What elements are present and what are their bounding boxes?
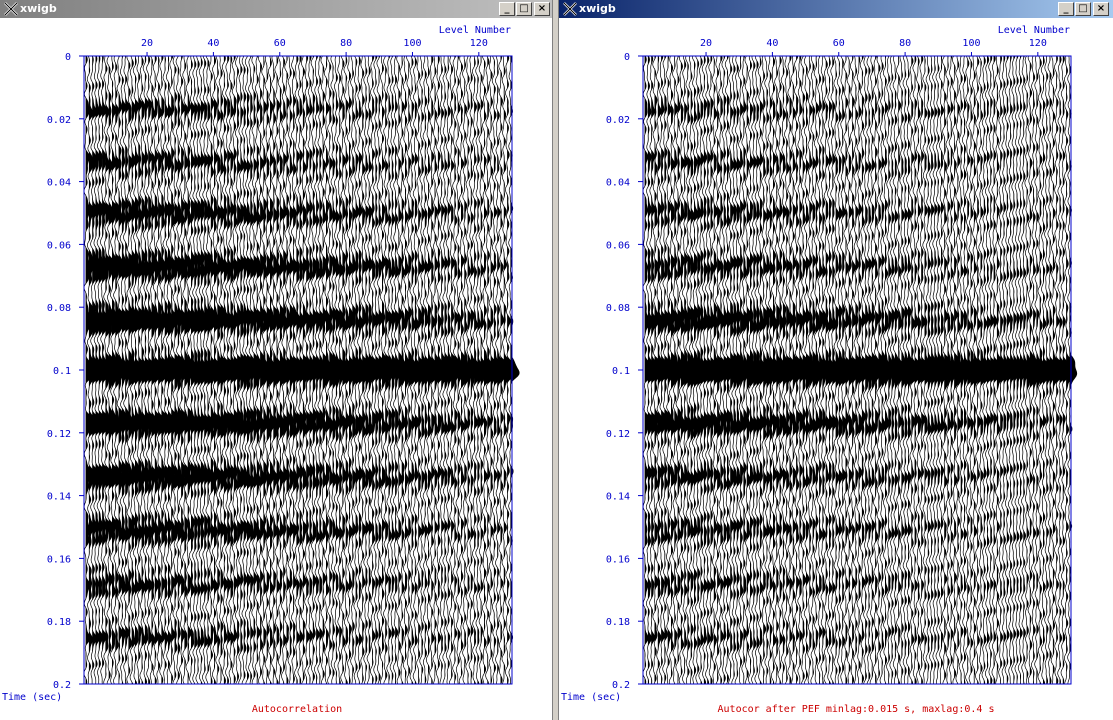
wiggle-plot-autocorrelation: 20 40 60 80 100 120 0 0.02 0.04 0.06 0.08 0.1 0.12 0… — [2, 25, 520, 715]
y-tick-label: 0.06 — [47, 240, 71, 251]
x-tick-label: 120 — [470, 38, 488, 49]
x-tick-label: 80 — [899, 38, 911, 49]
x11-logo-icon — [4, 2, 18, 16]
y-tick-label: 0.2 — [53, 680, 71, 691]
wiggle-plot-after-pef: 20 40 60 80 100 120 0 0.02 0.04 0.06 0.08 0.1 0.12 0… — [561, 25, 1078, 715]
wiggle-trace — [1067, 55, 1078, 685]
y-tick-label: 0.02 — [47, 115, 71, 126]
maximize-button[interactable]: □ — [516, 2, 532, 16]
wiggle-traces — [83, 55, 520, 685]
x-tick-label: 20 — [141, 38, 153, 49]
time-axis-label: Time (sec) — [561, 692, 621, 703]
wiggle-trace — [508, 55, 520, 684]
x-tick-label: 40 — [766, 38, 778, 49]
y-tick-label: 0.12 — [606, 429, 630, 440]
y-tick-label: 0.18 — [606, 617, 630, 628]
x-tick-label: 20 — [700, 38, 712, 49]
x-tick-label: 100 — [403, 38, 421, 49]
plot-caption: Autocorrelation — [252, 704, 342, 715]
y-tick-label: 0.1 — [53, 366, 71, 377]
x-tick-label: 40 — [207, 38, 219, 49]
y-tick-label: 0.08 — [606, 303, 630, 314]
window-gap — [552, 0, 559, 720]
y-tick-label: 0 — [65, 52, 71, 63]
xwigb-window-left: xwigb _ □ × 20 40 60 80 100 120 0 0.02 0.04 0.06… — [0, 0, 552, 720]
close-button[interactable]: × — [534, 2, 550, 16]
y-tick-label: 0 — [624, 52, 630, 63]
title-bar[interactable]: xwigb _ □ × — [0, 0, 552, 18]
window-title: xwigb — [579, 2, 616, 15]
plot-caption: Autocor after PEF minlag:0.015 s, maxlag… — [718, 704, 995, 715]
y-tick-label: 0.16 — [606, 554, 630, 565]
y-tick-label: 0.04 — [606, 178, 630, 189]
x-tick-label: 60 — [274, 38, 286, 49]
x-tick-label: 80 — [340, 38, 352, 49]
minimize-button[interactable]: _ — [499, 2, 515, 16]
y-tick-label: 0.2 — [612, 680, 630, 691]
title-bar[interactable]: xwigb _ □ × — [559, 0, 1113, 18]
y-tick-label: 0.02 — [606, 115, 630, 126]
y-tick-label: 0.06 — [606, 240, 630, 251]
level-number-axis-label: Level Number — [998, 25, 1070, 36]
y-tick-label: 0.08 — [47, 303, 71, 314]
x11-logo-icon — [563, 2, 577, 16]
y-tick-label: 0.14 — [606, 492, 630, 503]
close-button[interactable]: × — [1093, 2, 1109, 16]
xwigb-window-right: xwigb _ □ × 20 40 60 80 100 120 0 0.02 0.04 0.06… — [559, 0, 1113, 720]
y-tick-label: 0.14 — [47, 492, 71, 503]
y-tick-label: 0.04 — [47, 178, 71, 189]
level-number-axis-label: Level Number — [439, 25, 511, 36]
y-tick-label: 0.18 — [47, 617, 71, 628]
y-tick-label: 0.12 — [47, 429, 71, 440]
maximize-button[interactable]: □ — [1075, 2, 1091, 16]
x-tick-label: 120 — [1029, 38, 1047, 49]
y-tick-label: 0.16 — [47, 554, 71, 565]
minimize-button[interactable]: _ — [1058, 2, 1074, 16]
trace-fill — [510, 56, 520, 684]
x-tick-label: 60 — [833, 38, 845, 49]
y-tick-label: 0.1 — [612, 366, 630, 377]
wiggle-traces — [642, 55, 1078, 685]
window-title: xwigb — [20, 2, 57, 15]
time-axis-label: Time (sec) — [2, 692, 62, 703]
x-tick-label: 100 — [962, 38, 980, 49]
